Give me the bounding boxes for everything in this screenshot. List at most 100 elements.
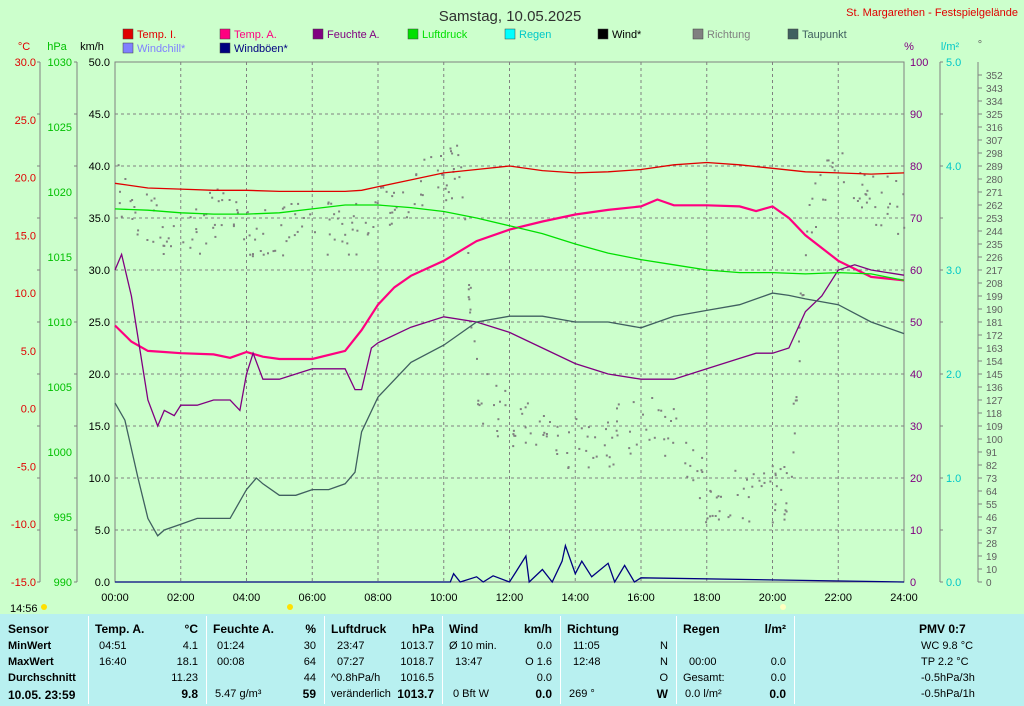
rain-time: 00:00 <box>689 656 717 668</box>
pressure-tick-label: 1020 <box>48 187 72 199</box>
direction-point <box>718 510 721 513</box>
direction-point <box>524 426 527 429</box>
direction-point <box>330 202 333 205</box>
direction-point <box>792 451 795 454</box>
pressure-tick-label: 995 <box>54 512 72 524</box>
direction-point <box>653 436 656 439</box>
direction-point <box>831 161 834 164</box>
direction-point <box>774 503 777 506</box>
direction-tick-label: 46 <box>986 513 998 524</box>
direction-tick-label: 190 <box>986 305 1003 316</box>
direction-tick-label: 307 <box>986 136 1003 147</box>
direction-point <box>170 245 172 248</box>
direction-point <box>406 216 408 219</box>
direction-point <box>469 308 472 311</box>
direction-point <box>445 199 448 202</box>
humidity-tick-label: 90 <box>910 109 922 121</box>
direction-point <box>698 497 701 500</box>
direction-point <box>866 189 869 192</box>
direction-point <box>858 197 861 200</box>
sun-icon <box>41 604 47 610</box>
direction-point <box>804 254 807 257</box>
direction-point <box>897 232 900 235</box>
direction-column: Richtung 11:05 N 12:48 N O 269 ° W <box>561 614 676 706</box>
direction-point <box>774 474 777 477</box>
direction-point <box>391 211 394 214</box>
wind-tick-label: 0.0 <box>95 577 110 589</box>
legend-swatch <box>122 42 134 54</box>
rain-total-label: Gesamt: <box>683 672 725 684</box>
series-line-windb-en- <box>115 543 905 584</box>
time-tick-label: 16:00 <box>627 592 655 604</box>
humidity-tick-label: 30 <box>910 421 922 433</box>
direction-point <box>856 200 859 202</box>
direction-point <box>763 481 766 484</box>
direction-point <box>556 453 559 455</box>
pressure-min-value: 1013.7 <box>400 640 434 652</box>
direction-point <box>603 444 606 447</box>
series-line-taupunkt <box>114 292 905 537</box>
direction-point <box>512 433 515 436</box>
direction-point <box>795 396 798 399</box>
direction-point <box>852 197 855 200</box>
direction-point <box>437 186 440 189</box>
direction-point <box>395 206 398 209</box>
direction-point <box>824 198 827 201</box>
direction-point <box>664 454 667 457</box>
direction-point <box>222 192 225 195</box>
direction-point <box>131 199 134 201</box>
temp-tick-label: 30.0 <box>15 57 36 69</box>
direction-point <box>842 181 845 184</box>
direction-point <box>555 449 558 452</box>
direction-point <box>445 184 448 187</box>
direction-point <box>667 437 670 440</box>
legend-swatch <box>504 28 516 40</box>
direction-tick-label: 280 <box>986 175 1003 186</box>
direction-point <box>372 226 375 228</box>
direction-point <box>436 169 439 172</box>
time-tick-label: 00:00 <box>101 592 129 604</box>
direction-point <box>413 203 416 206</box>
humidity-column: Feuchte A. % 01:24 30 00:08 64 44 5.47 g… <box>207 614 324 706</box>
direction-point <box>629 430 631 433</box>
direction-point <box>865 201 868 204</box>
pressure-header: Luftdruck <box>331 622 387 636</box>
direction-point <box>826 159 829 162</box>
legend-label: Regen <box>519 29 551 41</box>
direction-point <box>205 242 208 245</box>
temp-column: Temp. A. °C 04:51 4.1 16:40 18.1 11.23 9… <box>89 614 206 706</box>
direction-point <box>165 240 168 243</box>
direction-point <box>779 468 782 471</box>
humidity-axis-unit: % <box>904 41 914 53</box>
temp-max-value: 18.1 <box>176 656 198 668</box>
direction-point <box>355 202 358 205</box>
direction-point <box>285 240 288 243</box>
direction-point <box>526 402 529 405</box>
direction-tick-label: 298 <box>986 149 1003 160</box>
direction-point <box>351 221 354 224</box>
direction-time-2: 12:48 <box>573 656 601 668</box>
direction-value-2: N <box>660 656 668 668</box>
time-tick-label: 06:00 <box>298 592 326 604</box>
pressure-tick-label: 1010 <box>48 317 72 329</box>
direction-point <box>495 384 498 387</box>
direction-point <box>872 175 875 178</box>
direction-point <box>221 199 224 202</box>
direction-point <box>203 214 206 217</box>
direction-point <box>863 174 866 177</box>
direction-point <box>672 408 675 411</box>
direction-point <box>795 399 798 402</box>
direction-tick-label: 0 <box>986 578 992 589</box>
temp-min-value: 4.1 <box>182 640 198 652</box>
wind-tick-label: 25.0 <box>89 317 110 329</box>
pressure-trend-1h: -0.5hPa/1h <box>921 688 975 700</box>
direction-point <box>469 286 472 289</box>
direction-point <box>810 231 813 234</box>
direction-point <box>467 252 470 254</box>
direction-point <box>333 213 336 216</box>
direction-tick-label: 208 <box>986 279 1003 290</box>
direction-point <box>513 434 516 437</box>
direction-point <box>519 408 522 411</box>
direction-tick-label: 244 <box>986 227 1003 238</box>
direction-point <box>504 389 507 392</box>
